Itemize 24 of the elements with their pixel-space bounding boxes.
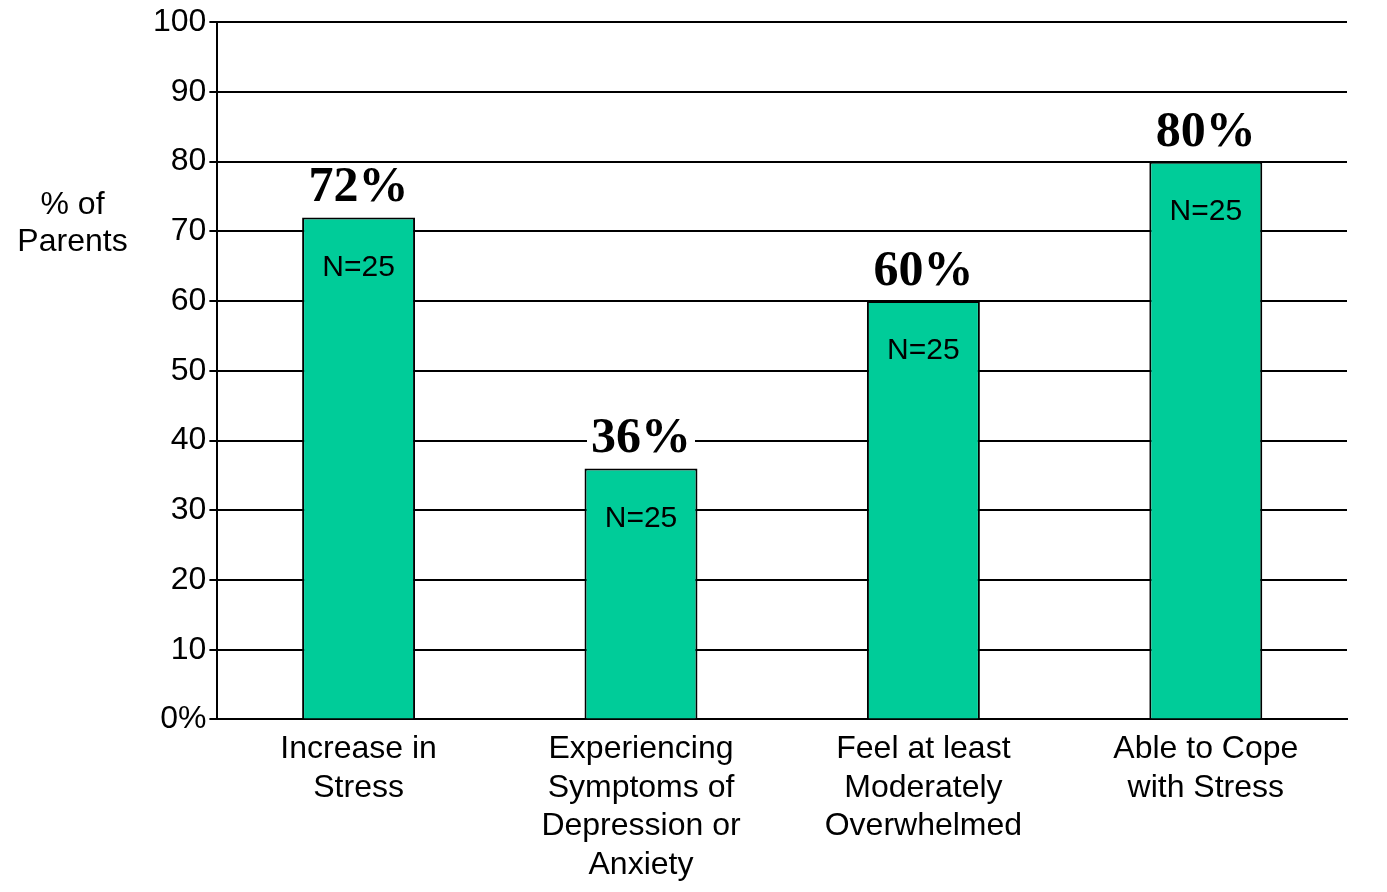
y-tick-label: 30 (170, 490, 207, 527)
y-tick-label: 0% (160, 699, 207, 736)
y-tick-label: 40 (170, 420, 207, 457)
data-label: 72% (308, 156, 409, 213)
x-tick-label: Increase in Stress (280, 729, 437, 804)
y-tick-label: 60 (170, 280, 207, 317)
x-tick-label: Able to Cope with Stress (1113, 729, 1299, 804)
annotation: N=25 (604, 499, 678, 533)
y-tick-label: 100 (153, 2, 207, 39)
data-label: 80% (1155, 100, 1256, 157)
data-label: 60% (873, 240, 974, 296)
y-tick-label: 90 (170, 71, 207, 108)
annotation: N=25 (887, 332, 960, 366)
annotation: N=25 (1169, 192, 1243, 226)
y-axis-title: % of Parents (16, 185, 129, 259)
y-tick-label: 10 (170, 629, 207, 666)
data-label: 36% (590, 407, 691, 464)
y-tick-label: 50 (170, 350, 207, 387)
x-tick-label: Feel at least Moderately Overwhelmed (824, 729, 1023, 843)
y-tick-label: 80 (170, 141, 207, 178)
y-tick-label: 20 (170, 559, 207, 596)
annotation: N=25 (322, 248, 395, 282)
y-tick-label: 70 (170, 211, 207, 248)
x-tick-label: Experiencing Symptoms of Depression or Anxiety (541, 729, 741, 881)
